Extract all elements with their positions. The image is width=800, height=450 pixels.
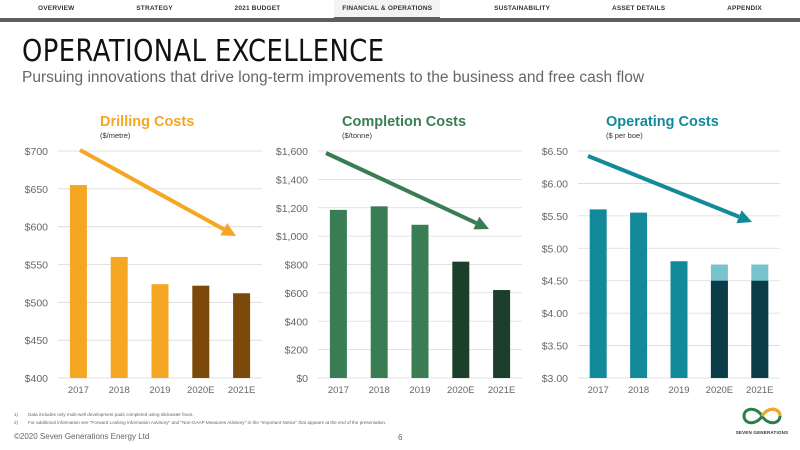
operating-costs-trend-arrow-head (736, 210, 752, 224)
completion-costs-bar-2017 (329, 209, 347, 378)
footnote-1-number: 1) (14, 412, 19, 417)
footnote-2-number: 2) (14, 420, 19, 425)
drilling-costs-y-tick-label: $450 (25, 335, 49, 347)
drilling-chart-title: Drilling Costs (100, 114, 195, 130)
operating-costs-x-tick-label: 2020E (706, 385, 733, 396)
drilling-costs-x-tick-label: 2018 (109, 385, 130, 396)
completion-costs-x-tick-label: 2019 (409, 385, 430, 396)
completion-costs-bar-2018 (370, 206, 388, 378)
page-title: OPERATIONAL EXCELLENCE (22, 34, 385, 69)
operating-costs-x-tick-label: 2018 (628, 385, 649, 396)
completion-costs-y-tick-label: $200 (285, 345, 309, 357)
drilling-costs-chart: $400 $450 $500 $550 $600 $650 $700 2017 2018 2019… (25, 146, 262, 396)
drilling-costs-bar-2018 (110, 256, 128, 378)
copyright: ©2020 Seven Generations Energy Ltd (14, 432, 150, 441)
nav-item-strategy[interactable]: STRATEGY (136, 5, 173, 12)
operating-costs-y-tick-label: $3.00 (542, 373, 568, 385)
drilling-costs-y-tick-label: $700 (25, 146, 49, 158)
drilling-costs-bar-2017 (69, 185, 87, 378)
operating-costs-x-tick-label: 2017 (588, 385, 609, 396)
nav-item-sustainability[interactable]: SUSTAINABILITY (494, 5, 551, 12)
completion-chart-unit: ($/tonne) (342, 131, 373, 140)
logo-text: SEVEN GENERATIONS (735, 430, 789, 435)
nav-item-appendix[interactable]: APPENDIX (727, 5, 762, 12)
operating-chart-title: Operating Costs (606, 114, 719, 130)
operating-costs-bar-2018 (630, 212, 648, 378)
drilling-costs-y-tick-label: $550 (25, 260, 49, 272)
completion-costs-bar-2021e (493, 290, 511, 378)
operating-costs-trend-arrow-line (587, 154, 740, 219)
completion-costs-trend-arrow-line (325, 151, 478, 225)
drilling-costs-y-tick-label: $600 (25, 222, 49, 234)
nav-item-financial-operations[interactable]: FINANCIAL & OPERATIONS (334, 0, 441, 20)
completion-costs-x-tick-label: 2021E (488, 385, 515, 396)
drilling-costs-x-tick-label: 2017 (68, 385, 89, 396)
completion-costs-y-tick-label: $400 (285, 316, 309, 328)
footnote-2-text: For additional information see "Forward … (28, 420, 387, 425)
drilling-costs-x-tick-label: 2020E (187, 385, 214, 396)
drilling-costs-trend-arrow-line (79, 148, 225, 231)
top-nav: OVERVIEW STRATEGY 2021 BUDGET FINANCIAL … (0, 0, 800, 20)
operating-costs-y-tick-label: $6.50 (542, 146, 568, 158)
operating-costs-x-tick-label: 2021E (746, 385, 773, 396)
drilling-costs-y-tick-label: $500 (25, 297, 49, 309)
nav-divider (0, 18, 800, 22)
footnote-1-text: Data includes only multi-well developmen… (28, 412, 194, 417)
completion-costs-y-tick-label: $1,000 (276, 231, 308, 243)
completion-costs-bar-2020e (452, 261, 470, 378)
completion-costs-y-tick-label: $1,600 (276, 146, 308, 158)
completion-costs-x-tick-label: 2017 (328, 385, 349, 396)
nav-item-overview[interactable]: OVERVIEW (38, 5, 75, 12)
operating-costs-bar-lower-2021e (751, 280, 769, 378)
drilling-costs-x-tick-label: 2021E (228, 385, 255, 396)
operating-costs-y-tick-label: $6.00 (542, 178, 568, 190)
operating-costs-y-tick-label: $5.50 (542, 211, 568, 223)
completion-costs-y-tick-label: $600 (285, 288, 309, 300)
page-subtitle: Pursuing innovations that drive long-ter… (22, 69, 645, 86)
drilling-costs-y-tick-label: $650 (25, 184, 49, 196)
nav-item-2021-budget[interactable]: 2021 BUDGET (234, 5, 281, 12)
drilling-costs-bar-2021e (233, 293, 251, 378)
operating-costs-y-tick-label: $5.00 (542, 243, 568, 255)
footnote-1: 1) Data includes only multi-well developm… (14, 412, 193, 417)
drilling-costs-y-tick-label: $400 (25, 373, 49, 385)
operating-costs-chart: $3.00 $3.50 $4.00 $4.50 $5.00 $5.50 $6.00 $6.50… (542, 146, 780, 396)
completion-costs-y-tick-label: $0 (296, 373, 308, 385)
completion-chart-title: Completion Costs (342, 114, 467, 130)
nav-item-asset-details[interactable]: ASSET DETAILS (611, 5, 666, 12)
infinity-logo-icon (742, 407, 782, 425)
drilling-chart-unit: ($/metre) (100, 131, 131, 140)
drilling-costs-bar-2020e (192, 285, 210, 378)
operating-costs-y-tick-label: $4.50 (542, 276, 568, 288)
operating-chart-unit: ($ per boe) (606, 131, 643, 140)
operating-costs-y-tick-label: $4.00 (542, 308, 568, 320)
drilling-costs-bar-2019 (151, 284, 169, 378)
completion-costs-x-tick-label: 2018 (369, 385, 390, 396)
operating-costs-bar-2019 (670, 261, 688, 378)
drilling-costs-x-tick-label: 2019 (149, 385, 170, 396)
footnote-2: 2) For additional information see "Forwar… (14, 420, 386, 425)
page-number: 6 (398, 433, 403, 442)
drilling-costs-trend-arrow-head (220, 223, 236, 236)
operating-costs-bar-lower-2020e (710, 280, 728, 378)
completion-costs-bar-2019 (411, 224, 429, 378)
completion-costs-chart: $0 $200 $400 $600 $800 $1,000 $1,200 $1,400 $1,6… (276, 146, 522, 396)
completion-costs-x-tick-label: 2020E (447, 385, 474, 396)
completion-costs-y-tick-label: $1,400 (276, 174, 308, 186)
completion-costs-trend-arrow-head (473, 216, 489, 230)
completion-costs-y-tick-label: $800 (285, 260, 309, 272)
operating-costs-x-tick-label: 2019 (668, 385, 689, 396)
operating-costs-bar-2017 (589, 209, 607, 378)
completion-costs-y-tick-label: $1,200 (276, 203, 308, 215)
operating-costs-y-tick-label: $3.50 (542, 341, 568, 353)
